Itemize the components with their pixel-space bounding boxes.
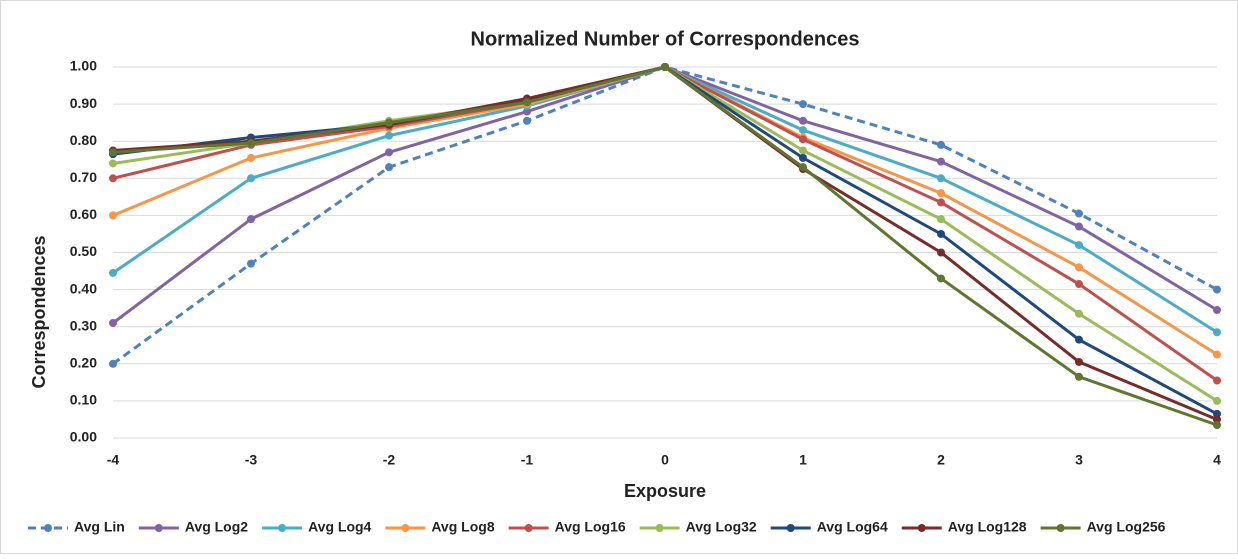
data-point bbox=[1075, 241, 1083, 250]
data-point bbox=[799, 116, 807, 125]
legend-marker bbox=[524, 524, 533, 532]
data-point bbox=[1213, 350, 1221, 359]
data-point bbox=[799, 126, 807, 135]
data-point bbox=[247, 139, 255, 148]
x-tick-label: 4 bbox=[1213, 452, 1221, 468]
data-point bbox=[1213, 328, 1221, 337]
data-point bbox=[937, 274, 945, 283]
legend-marker bbox=[917, 524, 926, 532]
y-axis-label: Correspondences bbox=[29, 235, 49, 388]
data-point bbox=[247, 259, 255, 268]
data-point bbox=[1075, 357, 1083, 366]
data-point bbox=[385, 131, 393, 140]
data-point bbox=[109, 359, 117, 368]
data-point bbox=[937, 198, 945, 207]
y-tick-label: 0.90 bbox=[70, 95, 97, 111]
data-point bbox=[523, 107, 531, 116]
data-point bbox=[1213, 409, 1221, 418]
legend-label: Avg Log8 bbox=[431, 519, 494, 535]
data-point bbox=[385, 118, 393, 127]
y-tick-label: 0.30 bbox=[70, 317, 97, 333]
legend-label: Avg Log128 bbox=[948, 519, 1027, 535]
data-point bbox=[1075, 222, 1083, 231]
data-point bbox=[661, 63, 669, 71]
x-tick-label: 0 bbox=[661, 452, 669, 468]
chart-title: Normalized Number of Correspondences bbox=[471, 28, 860, 50]
data-point bbox=[1213, 306, 1221, 315]
x-tick-label: 1 bbox=[799, 452, 807, 468]
data-point bbox=[1075, 309, 1083, 318]
data-point bbox=[109, 211, 117, 220]
data-point bbox=[109, 159, 117, 168]
x-tick-label: -3 bbox=[245, 452, 258, 468]
data-point bbox=[247, 215, 255, 224]
data-point bbox=[799, 146, 807, 155]
legend-marker bbox=[655, 524, 664, 532]
data-point bbox=[799, 135, 807, 144]
data-point bbox=[523, 116, 531, 125]
x-tick-label: 2 bbox=[937, 452, 945, 468]
legend-marker bbox=[44, 524, 52, 532]
data-point bbox=[109, 174, 117, 183]
legend-marker bbox=[1056, 524, 1065, 532]
data-point bbox=[109, 148, 117, 157]
series-line bbox=[112, 65, 1218, 366]
legend-label: Avg Log64 bbox=[817, 519, 888, 535]
legend-marker bbox=[786, 524, 795, 532]
y-tick-label: 0.80 bbox=[70, 132, 97, 148]
data-point bbox=[1075, 209, 1083, 218]
data-point bbox=[385, 148, 393, 157]
data-point bbox=[937, 157, 945, 166]
legend-label: Avg Log32 bbox=[686, 519, 757, 535]
y-tick-label: 0.60 bbox=[70, 206, 97, 222]
x-tick-label: -2 bbox=[383, 452, 396, 468]
y-tick-label: 0.20 bbox=[70, 355, 97, 371]
legend-label: Avg Log4 bbox=[308, 519, 371, 535]
y-tick-label: 1.00 bbox=[70, 58, 97, 74]
legend-label: Avg Lin bbox=[74, 519, 125, 535]
data-point bbox=[937, 229, 945, 238]
data-point bbox=[799, 100, 807, 109]
legend-marker bbox=[278, 524, 287, 532]
data-point bbox=[937, 174, 945, 183]
data-point bbox=[937, 140, 945, 149]
y-tick-label: 0.00 bbox=[70, 429, 97, 445]
data-point bbox=[1075, 263, 1083, 272]
legend-marker bbox=[401, 524, 410, 532]
data-point bbox=[385, 163, 393, 172]
legend-marker bbox=[154, 524, 163, 532]
data-point bbox=[937, 189, 945, 198]
data-point bbox=[1213, 421, 1221, 430]
data-point bbox=[109, 268, 117, 277]
legend-label: Avg Log16 bbox=[555, 519, 626, 535]
data-point bbox=[937, 248, 945, 257]
data-point bbox=[1213, 285, 1221, 294]
y-tick-label: 0.40 bbox=[70, 280, 97, 296]
y-tick-label: 0.50 bbox=[70, 243, 97, 259]
data-point bbox=[247, 174, 255, 183]
x-tick-label: 3 bbox=[1075, 452, 1083, 468]
data-point bbox=[1075, 335, 1083, 344]
data-point bbox=[247, 153, 255, 162]
data-point bbox=[1075, 280, 1083, 289]
y-tick-label: 0.70 bbox=[70, 169, 97, 185]
legend-label: Avg Log2 bbox=[185, 519, 248, 535]
y-tick-label: 0.10 bbox=[70, 392, 97, 408]
data-point bbox=[799, 153, 807, 162]
x-tick-label: -1 bbox=[521, 452, 534, 468]
data-point bbox=[109, 318, 117, 327]
data-point bbox=[1213, 396, 1221, 405]
data-point bbox=[1075, 372, 1083, 381]
x-tick-label: -4 bbox=[107, 452, 120, 468]
data-point bbox=[523, 98, 531, 107]
x-axis-label: Exposure bbox=[624, 481, 706, 501]
legend-label: Avg Log256 bbox=[1087, 519, 1166, 535]
data-point bbox=[937, 215, 945, 224]
data-point bbox=[1213, 376, 1221, 385]
data-point bbox=[1213, 415, 1221, 424]
data-point bbox=[799, 163, 807, 172]
